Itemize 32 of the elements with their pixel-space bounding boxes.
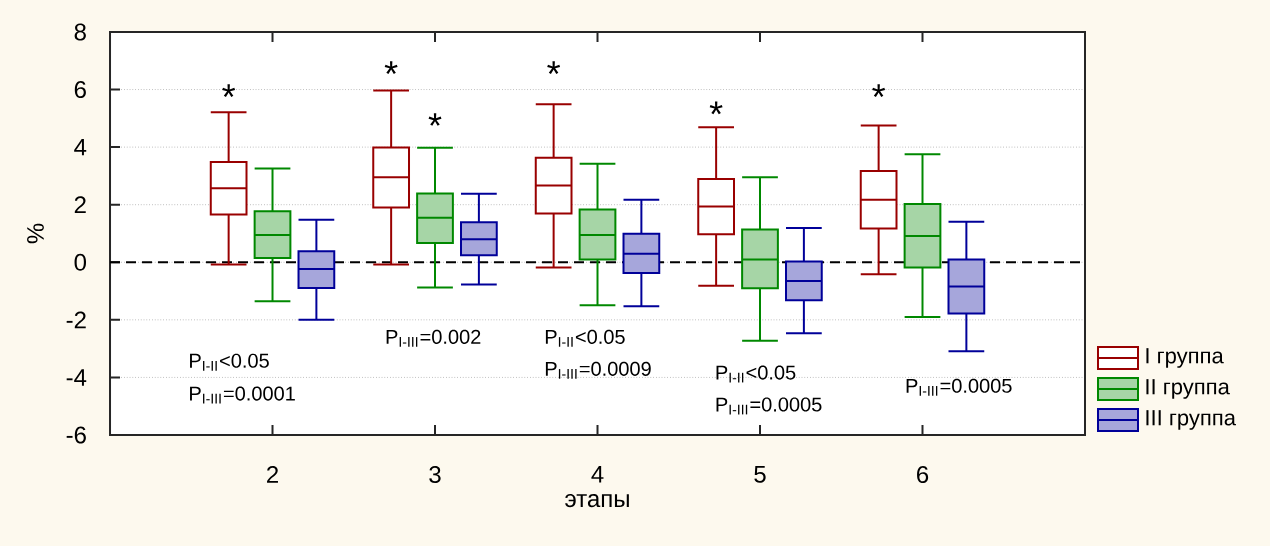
annotation: P$_{I-III}$=0.0005 — [906, 378, 1012, 396]
y-tick-label: 4 — [74, 138, 87, 156]
annotation: P$_{I-III}$=0.0009 — [545, 361, 651, 379]
annotation: P$_{I-II}$<0.05 — [545, 329, 625, 347]
x-tick-label: 3 — [429, 466, 441, 484]
y-axis-title: % — [27, 223, 44, 244]
annotation: * — [709, 101, 723, 115]
annotation: * — [872, 84, 886, 97]
y-tick-label: -4 — [66, 369, 87, 386]
y-tick-label: -6 — [66, 426, 86, 444]
y-tick-label: 8 — [74, 23, 86, 41]
y-tick-label: 2 — [74, 196, 86, 214]
x-tick-label: 5 — [754, 466, 766, 483]
annotation: P$_{I-III}$=0.002 — [386, 329, 481, 347]
x-tick-label: 2 — [267, 466, 278, 483]
x-tick-label: 6 — [917, 466, 929, 484]
annotation: * — [222, 84, 236, 97]
x-tick-label: 4 — [591, 466, 604, 483]
annotation: * — [384, 61, 398, 74]
legend-label: I группа — [1146, 348, 1224, 368]
y-tick-label: -2 — [66, 311, 86, 329]
x-axis-title: этапы — [565, 494, 629, 508]
y-tick-label: 0 — [74, 253, 87, 271]
annotation: P$_{I-II}$<0.05 — [190, 353, 269, 371]
annotation: * — [547, 61, 561, 74]
annotation: P$_{I-III}$=0.0001 — [190, 386, 295, 404]
annotation: P$_{I-II}$<0.05 — [716, 365, 796, 383]
annotation: P$_{I-III}$=0.0005 — [716, 397, 822, 415]
y-tick-label: 6 — [74, 81, 86, 99]
annotation: * — [428, 113, 442, 126]
legend-label: II группа — [1146, 379, 1230, 399]
legend-label: III группа — [1146, 410, 1236, 430]
